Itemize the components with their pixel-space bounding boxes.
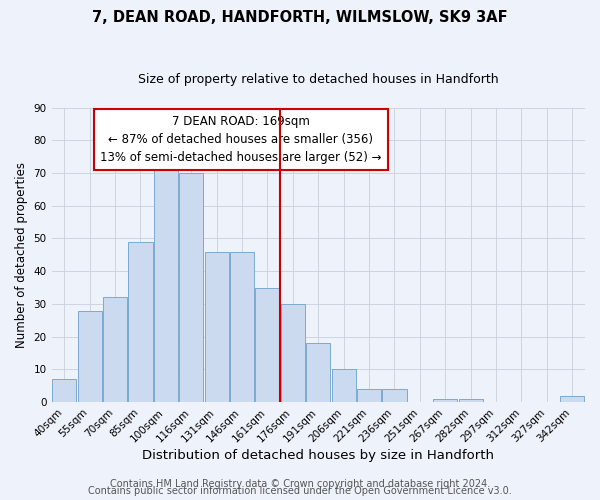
Bar — [357, 389, 381, 402]
Bar — [77, 310, 102, 402]
Y-axis label: Number of detached properties: Number of detached properties — [15, 162, 28, 348]
Bar — [306, 344, 331, 402]
Bar — [256, 288, 280, 402]
Title: Size of property relative to detached houses in Handforth: Size of property relative to detached ho… — [138, 72, 499, 86]
Bar — [205, 252, 229, 402]
Bar — [103, 298, 127, 402]
X-axis label: Distribution of detached houses by size in Handforth: Distribution of detached houses by size … — [142, 450, 494, 462]
Bar — [179, 173, 203, 402]
Text: 7 DEAN ROAD: 169sqm
← 87% of detached houses are smaller (356)
13% of semi-detac: 7 DEAN ROAD: 169sqm ← 87% of detached ho… — [100, 115, 382, 164]
Bar — [560, 396, 584, 402]
Bar — [382, 389, 407, 402]
Bar — [458, 399, 483, 402]
Bar — [281, 304, 305, 402]
Bar — [433, 399, 457, 402]
Bar — [230, 252, 254, 402]
Text: Contains HM Land Registry data © Crown copyright and database right 2024.: Contains HM Land Registry data © Crown c… — [110, 479, 490, 489]
Bar — [154, 163, 178, 402]
Text: Contains public sector information licensed under the Open Government Licence v3: Contains public sector information licen… — [88, 486, 512, 496]
Bar — [52, 380, 76, 402]
Bar — [128, 242, 152, 402]
Bar — [332, 370, 356, 402]
Text: 7, DEAN ROAD, HANDFORTH, WILMSLOW, SK9 3AF: 7, DEAN ROAD, HANDFORTH, WILMSLOW, SK9 3… — [92, 10, 508, 25]
